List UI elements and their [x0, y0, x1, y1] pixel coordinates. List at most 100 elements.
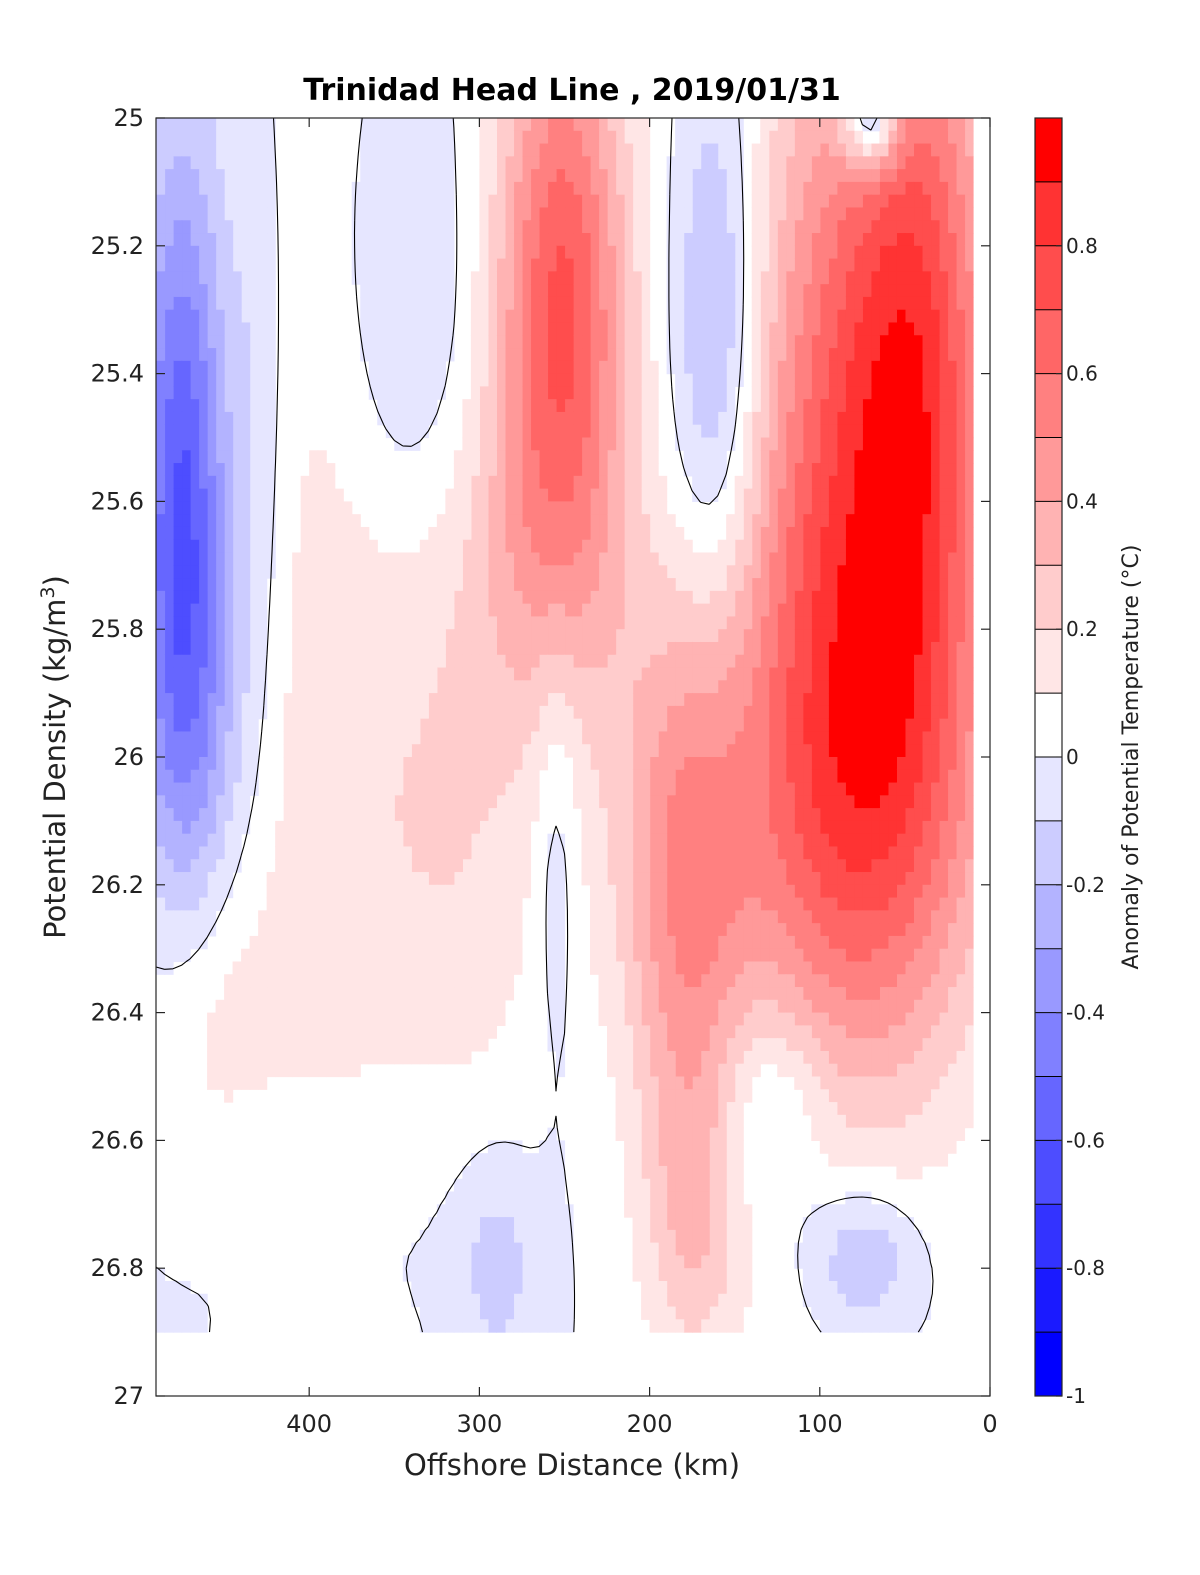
field-cell	[224, 220, 234, 234]
field-cell	[411, 143, 421, 157]
field-cell	[496, 348, 506, 362]
field-cell	[266, 539, 276, 554]
field-cell	[862, 296, 872, 311]
field-cell	[836, 169, 846, 183]
field-cell	[402, 271, 412, 285]
field-cell	[896, 833, 906, 848]
field-cell	[487, 258, 498, 272]
field-cell	[249, 411, 259, 426]
field-cell	[879, 220, 889, 234]
field-cell	[658, 488, 668, 502]
field-cell	[930, 872, 940, 886]
field-cell	[317, 501, 327, 515]
field-cell	[198, 463, 208, 477]
field-cell	[590, 143, 600, 157]
field-cell	[521, 258, 532, 272]
field-cell	[862, 271, 872, 285]
field-cell	[785, 181, 795, 196]
field-cell	[845, 348, 855, 362]
field-cell	[726, 411, 736, 426]
field-cell	[836, 258, 846, 272]
field-cell	[802, 680, 812, 694]
field-cell	[862, 475, 872, 490]
field-cell	[232, 335, 242, 349]
field-cell	[624, 667, 634, 681]
field-cell	[743, 501, 753, 515]
field-cell	[368, 360, 378, 375]
field-cell	[530, 629, 540, 643]
field-cell	[215, 322, 225, 336]
field-cell	[666, 245, 676, 260]
field-cell	[487, 322, 498, 336]
field-cell	[538, 578, 549, 592]
field-cell	[292, 693, 302, 707]
field-cell	[164, 411, 174, 426]
field-cell	[726, 680, 736, 694]
field-cell	[947, 411, 957, 426]
field-cell	[879, 348, 889, 362]
field-cell	[232, 514, 242, 528]
field-cell	[641, 130, 651, 145]
field-cell	[930, 846, 940, 860]
field-cell	[768, 360, 778, 375]
field-cell	[828, 667, 838, 681]
field-cell	[249, 335, 259, 349]
field-cell	[326, 693, 336, 707]
field-cell	[232, 693, 242, 707]
field-cell	[394, 654, 404, 669]
field-cell	[811, 437, 821, 451]
field-cell	[436, 590, 446, 605]
field-cell	[164, 143, 174, 157]
field-cell	[955, 859, 966, 873]
field-cell	[658, 808, 668, 822]
field-cell	[334, 629, 344, 643]
field-cell	[904, 718, 915, 733]
field-cell	[964, 360, 974, 375]
field-cell	[385, 411, 395, 426]
field-cell	[462, 731, 472, 745]
field-cell	[190, 565, 200, 579]
field-cell	[930, 859, 940, 873]
field-cell	[819, 386, 829, 400]
field-cell	[862, 335, 872, 349]
field-cell	[947, 552, 957, 566]
field-cell	[598, 514, 608, 528]
field-cell	[734, 130, 744, 145]
field-cell	[811, 194, 821, 209]
field-cell	[411, 284, 421, 298]
field-cell	[530, 526, 540, 541]
field-cell	[845, 757, 855, 771]
field-cell	[836, 693, 846, 707]
field-cell	[360, 757, 370, 771]
field-cell	[794, 271, 804, 285]
field-cell	[964, 629, 974, 643]
field-cell	[964, 220, 974, 234]
field-cell	[743, 718, 753, 733]
field-cell	[190, 693, 200, 707]
field-cell	[564, 693, 574, 707]
field-cell	[649, 859, 659, 873]
field-cell	[794, 233, 804, 247]
field-cell	[590, 808, 600, 822]
field-cell	[845, 718, 855, 733]
field-cell	[547, 258, 557, 272]
field-cell	[462, 437, 472, 451]
field-cell	[241, 693, 251, 707]
field-cell	[624, 296, 634, 311]
field-cell	[385, 245, 395, 260]
field-cell	[675, 565, 685, 579]
field-cell	[309, 680, 319, 694]
field-cell	[794, 693, 804, 707]
field-cell	[930, 552, 940, 566]
field-cell	[232, 539, 242, 554]
field-cell	[862, 757, 872, 771]
field-cell	[845, 744, 855, 758]
field-cell	[641, 181, 651, 196]
field-cell	[666, 309, 676, 324]
field-cell	[462, 501, 472, 515]
field-cell	[513, 373, 523, 387]
field-cell	[802, 769, 812, 784]
field-cell	[504, 335, 515, 349]
field-cell	[224, 654, 234, 669]
field-cell	[896, 220, 906, 234]
